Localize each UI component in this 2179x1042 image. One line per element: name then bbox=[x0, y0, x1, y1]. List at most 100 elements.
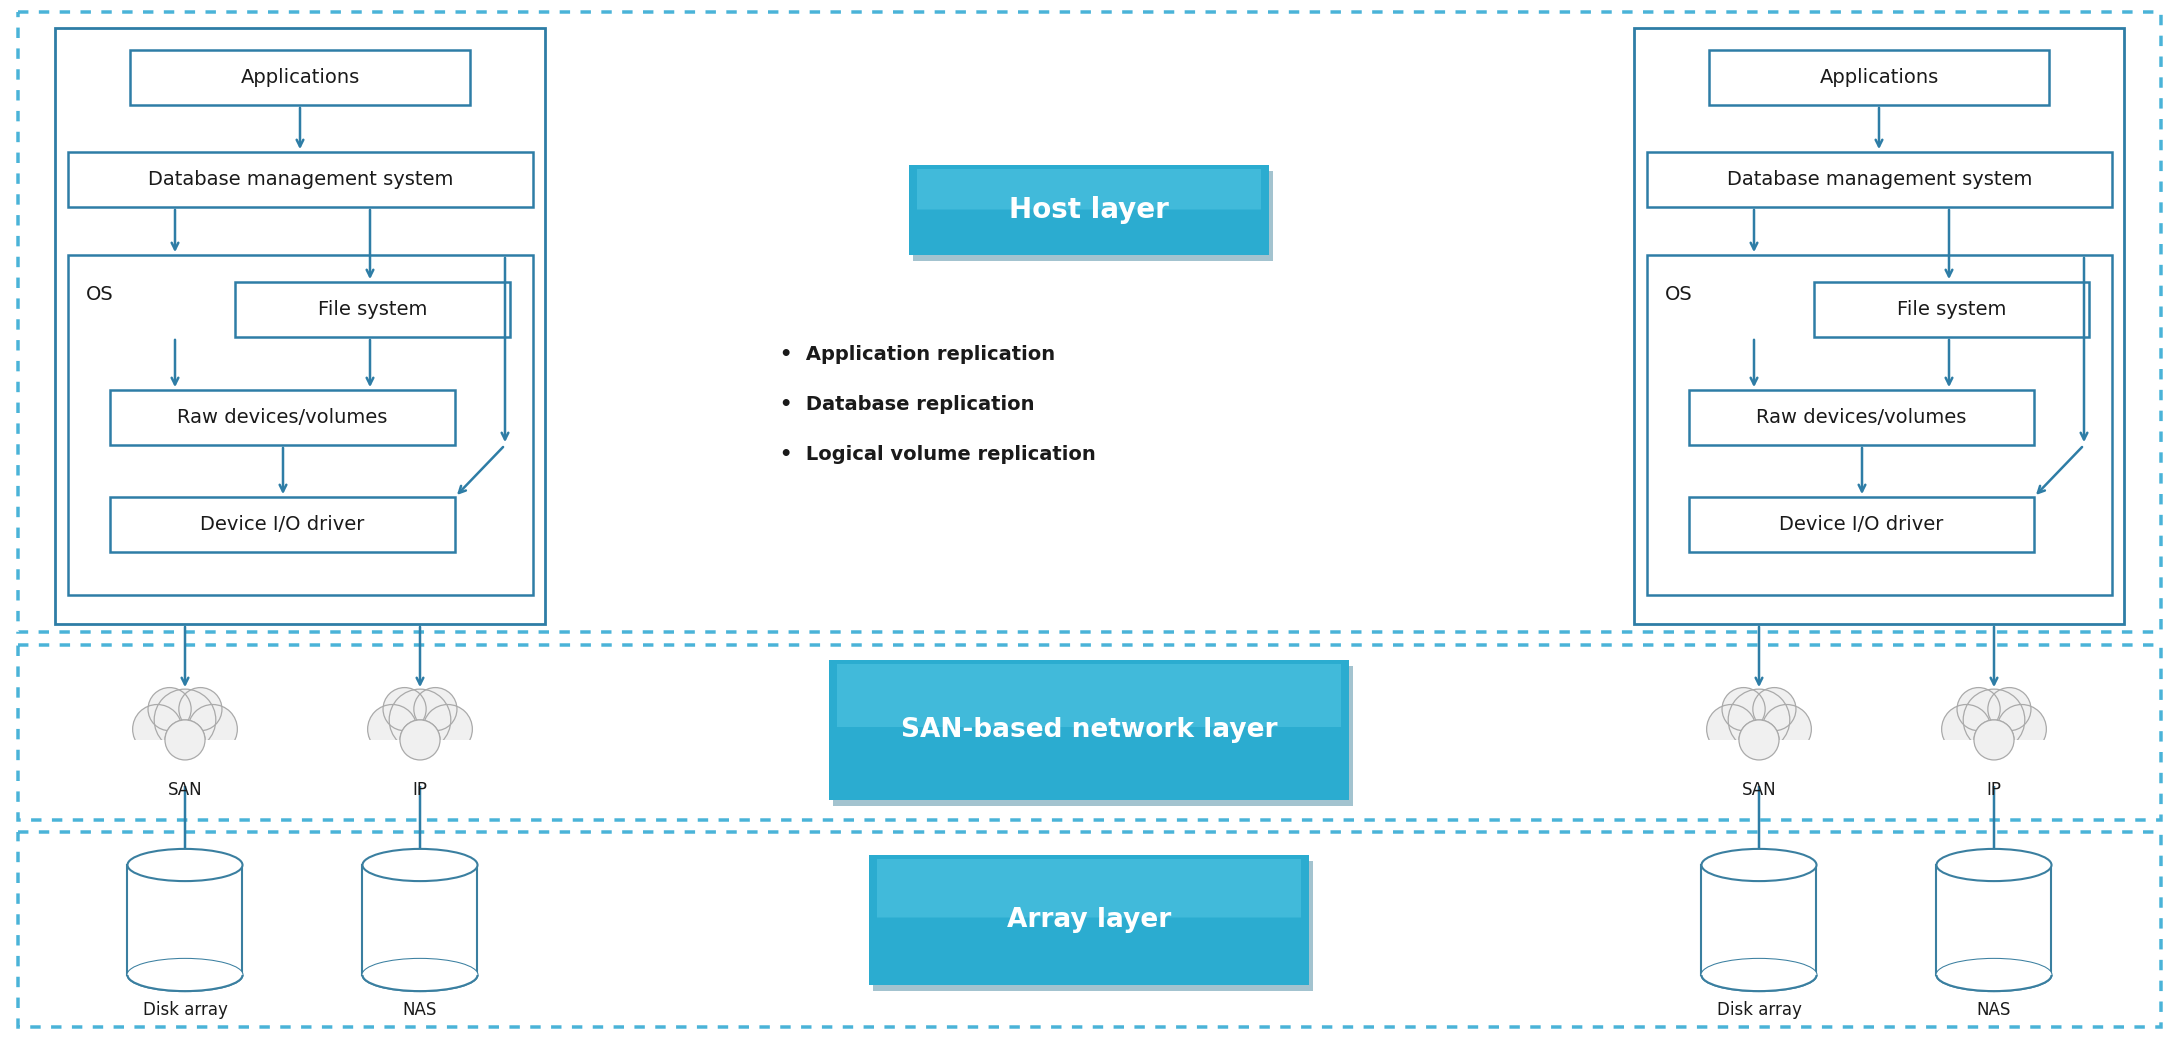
Text: Database management system: Database management system bbox=[1726, 170, 2033, 189]
Bar bbox=[1813, 282, 2090, 337]
Ellipse shape bbox=[1702, 959, 1817, 991]
Bar bbox=[1933, 740, 2055, 786]
Circle shape bbox=[1739, 720, 1778, 760]
Bar bbox=[124, 740, 246, 786]
Circle shape bbox=[1987, 688, 2031, 730]
Text: Device I/O driver: Device I/O driver bbox=[200, 515, 364, 534]
Text: Disk array: Disk array bbox=[1717, 1001, 1802, 1019]
Text: Device I/O driver: Device I/O driver bbox=[1780, 515, 1944, 534]
Ellipse shape bbox=[129, 959, 242, 991]
FancyBboxPatch shape bbox=[17, 832, 2162, 1027]
Bar bbox=[1647, 255, 2111, 595]
Ellipse shape bbox=[1937, 959, 2050, 991]
FancyBboxPatch shape bbox=[917, 169, 1262, 209]
Circle shape bbox=[1963, 689, 2024, 750]
Ellipse shape bbox=[362, 959, 477, 991]
Bar bbox=[129, 865, 242, 975]
Circle shape bbox=[1728, 689, 1789, 750]
Bar bbox=[68, 152, 534, 207]
Ellipse shape bbox=[1937, 959, 2050, 991]
Circle shape bbox=[401, 720, 440, 760]
Text: IP: IP bbox=[1987, 782, 2003, 799]
Ellipse shape bbox=[1702, 849, 1817, 882]
Bar bbox=[1702, 865, 1817, 975]
Text: Host layer: Host layer bbox=[1009, 196, 1168, 224]
Bar bbox=[1689, 390, 2033, 445]
FancyBboxPatch shape bbox=[828, 660, 1349, 800]
FancyBboxPatch shape bbox=[17, 645, 2162, 820]
Text: Database management system: Database management system bbox=[148, 170, 453, 189]
Circle shape bbox=[1998, 704, 2046, 753]
Text: Disk array: Disk array bbox=[142, 1001, 227, 1019]
Circle shape bbox=[1763, 704, 1811, 753]
Circle shape bbox=[179, 688, 222, 730]
Text: File system: File system bbox=[318, 300, 427, 319]
FancyBboxPatch shape bbox=[913, 171, 1273, 260]
Bar bbox=[1708, 50, 2048, 105]
Circle shape bbox=[166, 720, 205, 760]
FancyBboxPatch shape bbox=[869, 855, 1310, 985]
Bar bbox=[1689, 497, 2033, 552]
Bar bbox=[1647, 152, 2111, 207]
Text: IP: IP bbox=[412, 782, 427, 799]
Text: NAS: NAS bbox=[1976, 1001, 2011, 1019]
FancyBboxPatch shape bbox=[837, 664, 1340, 727]
Circle shape bbox=[1752, 688, 1795, 730]
Circle shape bbox=[1739, 720, 1778, 760]
Text: Array layer: Array layer bbox=[1007, 907, 1170, 933]
Circle shape bbox=[1957, 688, 2000, 730]
Circle shape bbox=[166, 720, 205, 760]
Circle shape bbox=[148, 688, 192, 730]
Circle shape bbox=[155, 689, 216, 750]
Circle shape bbox=[368, 704, 416, 753]
Circle shape bbox=[1706, 704, 1756, 753]
Bar bbox=[1634, 28, 2125, 624]
Text: Raw devices/volumes: Raw devices/volumes bbox=[1756, 408, 1968, 427]
Circle shape bbox=[384, 688, 427, 730]
Ellipse shape bbox=[362, 959, 477, 991]
Text: Raw devices/volumes: Raw devices/volumes bbox=[176, 408, 388, 427]
Text: File system: File system bbox=[1896, 300, 2007, 319]
Text: Applications: Applications bbox=[1819, 68, 1939, 86]
Bar bbox=[68, 255, 534, 595]
Bar bbox=[1697, 740, 1822, 786]
Text: Applications: Applications bbox=[240, 68, 360, 86]
Bar bbox=[362, 865, 477, 975]
Ellipse shape bbox=[1702, 959, 1817, 991]
Text: NAS: NAS bbox=[403, 1001, 438, 1019]
FancyBboxPatch shape bbox=[17, 13, 2162, 632]
Ellipse shape bbox=[362, 849, 477, 882]
Bar bbox=[1937, 865, 2050, 975]
Circle shape bbox=[423, 704, 473, 753]
Text: OS: OS bbox=[1665, 286, 1693, 304]
Text: SAN-based network layer: SAN-based network layer bbox=[900, 717, 1277, 743]
Ellipse shape bbox=[129, 959, 242, 991]
Bar bbox=[109, 497, 455, 552]
Bar bbox=[109, 390, 455, 445]
Circle shape bbox=[414, 688, 458, 730]
Ellipse shape bbox=[129, 849, 242, 882]
Circle shape bbox=[401, 720, 440, 760]
Bar bbox=[131, 50, 471, 105]
Text: •  Logical volume replication: • Logical volume replication bbox=[780, 446, 1096, 465]
Circle shape bbox=[1974, 720, 2013, 760]
Ellipse shape bbox=[1937, 849, 2050, 882]
Text: SAN: SAN bbox=[1741, 782, 1776, 799]
Text: •  Application replication: • Application replication bbox=[780, 346, 1055, 365]
FancyBboxPatch shape bbox=[832, 666, 1353, 807]
Text: SAN: SAN bbox=[168, 782, 203, 799]
Bar bbox=[235, 282, 510, 337]
Circle shape bbox=[1721, 688, 1765, 730]
FancyBboxPatch shape bbox=[909, 165, 1268, 255]
Text: •  Database replication: • Database replication bbox=[780, 396, 1035, 415]
Circle shape bbox=[187, 704, 238, 753]
Circle shape bbox=[1941, 704, 1992, 753]
Bar bbox=[357, 740, 482, 786]
Bar bbox=[54, 28, 545, 624]
FancyBboxPatch shape bbox=[876, 859, 1301, 918]
Circle shape bbox=[133, 704, 181, 753]
Text: OS: OS bbox=[85, 286, 113, 304]
Circle shape bbox=[390, 689, 451, 750]
Circle shape bbox=[1974, 720, 2013, 760]
FancyBboxPatch shape bbox=[874, 861, 1314, 991]
